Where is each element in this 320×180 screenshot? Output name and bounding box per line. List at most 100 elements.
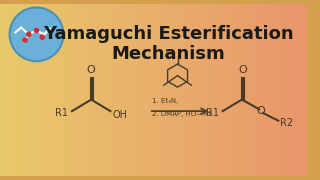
Bar	[80, 4, 81, 176]
Bar	[1, 4, 2, 176]
Bar	[279, 4, 280, 176]
Bar	[128, 4, 129, 176]
Bar	[296, 4, 297, 176]
Bar	[211, 4, 212, 176]
Bar	[283, 4, 284, 176]
Bar	[153, 4, 154, 176]
Bar	[154, 4, 155, 176]
Bar	[196, 4, 197, 176]
Bar	[186, 4, 187, 176]
Bar	[18, 4, 19, 176]
Bar	[243, 4, 244, 176]
Bar	[77, 4, 78, 176]
Bar	[176, 4, 177, 176]
Bar	[212, 4, 213, 176]
Bar	[184, 4, 185, 176]
Bar	[104, 4, 105, 176]
Bar	[9, 4, 10, 176]
Bar	[10, 4, 11, 176]
Bar	[254, 4, 255, 176]
Bar	[4, 4, 5, 176]
Bar	[89, 4, 90, 176]
Bar	[228, 4, 229, 176]
Bar	[289, 4, 290, 176]
Bar	[14, 4, 15, 176]
Bar	[136, 4, 137, 176]
Bar	[298, 4, 299, 176]
Bar	[69, 4, 70, 176]
Bar	[286, 4, 287, 176]
Bar	[189, 4, 190, 176]
Bar	[119, 4, 120, 176]
Bar	[96, 4, 97, 176]
Bar	[38, 4, 39, 176]
Bar	[147, 4, 148, 176]
Bar	[203, 4, 204, 176]
Bar	[290, 4, 291, 176]
Bar	[124, 4, 125, 176]
Bar	[242, 4, 243, 176]
Bar	[43, 4, 44, 176]
Bar	[16, 4, 17, 176]
Bar	[276, 4, 277, 176]
Bar	[122, 4, 123, 176]
Bar	[108, 4, 109, 176]
Bar	[141, 4, 142, 176]
Bar	[40, 4, 41, 176]
Bar	[303, 4, 304, 176]
Bar	[90, 4, 91, 176]
Bar	[166, 4, 167, 176]
Bar	[134, 4, 135, 176]
Bar	[112, 4, 113, 176]
Bar	[74, 4, 75, 176]
Bar	[250, 4, 251, 176]
Bar	[84, 4, 85, 176]
Bar	[240, 4, 241, 176]
Bar	[188, 4, 189, 176]
Bar	[252, 4, 253, 176]
Bar	[20, 4, 21, 176]
Bar	[146, 4, 147, 176]
Bar	[245, 4, 246, 176]
Bar	[190, 4, 191, 176]
Bar	[160, 4, 161, 176]
Bar	[71, 4, 72, 176]
Bar	[194, 4, 195, 176]
Bar	[17, 4, 18, 176]
Bar	[193, 4, 194, 176]
Bar	[87, 4, 88, 176]
Bar	[275, 4, 276, 176]
Text: R1: R1	[55, 108, 68, 118]
Bar	[116, 4, 117, 176]
Bar	[185, 4, 186, 176]
Bar	[230, 4, 231, 176]
Bar	[99, 4, 100, 176]
Bar	[187, 4, 188, 176]
Bar	[113, 4, 114, 176]
Bar	[140, 4, 141, 176]
Bar	[47, 4, 48, 176]
Bar	[253, 4, 254, 176]
Bar	[101, 4, 102, 176]
Text: R2: R2	[280, 118, 293, 128]
Bar	[293, 4, 294, 176]
Bar	[54, 4, 55, 176]
Text: Yamaguchi Esterification: Yamaguchi Esterification	[43, 25, 293, 43]
Bar	[82, 4, 83, 176]
Bar	[164, 4, 165, 176]
Bar	[23, 4, 24, 176]
Bar	[81, 4, 82, 176]
Bar	[56, 4, 57, 176]
Bar	[32, 4, 33, 176]
Bar	[102, 4, 103, 176]
Bar	[132, 4, 133, 176]
Bar	[224, 4, 225, 176]
Bar	[100, 4, 101, 176]
Bar	[255, 4, 256, 176]
Bar	[75, 4, 76, 176]
Bar	[171, 4, 172, 176]
Text: O: O	[257, 106, 266, 116]
Bar	[235, 4, 236, 176]
Bar	[110, 4, 111, 176]
Bar	[150, 4, 151, 176]
